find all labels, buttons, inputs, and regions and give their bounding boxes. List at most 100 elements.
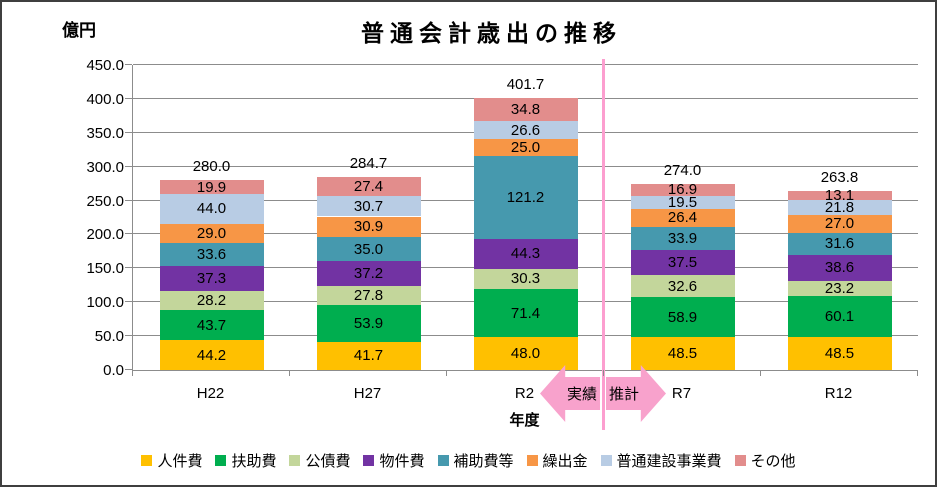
segment-value-label: 27.8 [353,287,384,305]
category-label: R12 [824,385,853,402]
segment-value-label: 31.6 [824,235,855,253]
x-axis-tick [446,370,447,376]
bar-segment: 27.8 [316,286,421,306]
y-tick-label: 400.0 [86,90,124,108]
bar-segment: 60.1 [787,296,892,338]
category-label: H22 [196,385,225,402]
x-axis-tick [132,370,133,376]
x-axis-tick [603,370,604,376]
bar-segment: 43.7 [159,310,264,341]
y-axis-tick [125,301,132,303]
segment-value-label: 44.3 [510,245,541,263]
segment-value-label: 48.5 [824,345,855,363]
x-axis-tick [289,370,290,376]
bar-segment: 38.6 [787,254,892,281]
bar-segment: 53.9 [316,305,421,342]
bar-segment: 26.6 [473,121,578,140]
category-label: R2 [514,385,535,402]
x-axis-tick [760,370,761,376]
bar-segment: 30.3 [473,268,578,290]
bar-segment: 48.0 [473,337,578,370]
bar-segment: 25.0 [473,139,578,157]
bar-segment: 26.4 [630,208,735,227]
bar-total-label: 401.7 [506,75,545,93]
segment-value-label: 37.2 [353,265,384,283]
bar-segment: 16.9 [630,181,735,199]
y-tick-label: 100.0 [86,294,124,312]
bar-total-label: 263.8 [820,169,859,187]
y-axis-tick [125,131,132,133]
plot-area: 44.2 43.7 28.2 37.3 33.6 29.0 44.0 19.9 280.0 41.… [132,64,918,371]
y-axis-unit-label: 億円 [62,21,96,40]
legend-label: その他 [750,453,796,470]
bar-segment: 44.0 [159,193,264,224]
bar-segment: 32.6 [630,275,735,298]
bar-segment: 19.9 [159,178,264,196]
segment-value-label: 21.8 [824,198,855,216]
segment-value-label: 26.6 [510,121,541,139]
chart-title: 普通会計歳出の推移 [361,20,622,46]
legend-label: 人件費 [157,453,203,470]
segment-value-label: 23.2 [824,280,855,298]
segment-value-label: 26.4 [667,209,698,227]
bar-segment: 21.8 [787,198,892,216]
bar-total-label: 280.0 [192,158,231,176]
segment-value-label: 41.7 [353,347,384,365]
category-label: H27 [353,385,382,402]
bar-total-label: 274.0 [663,162,702,180]
y-tick-label: 450.0 [86,57,124,74]
legend-swatch [526,455,538,466]
bar-segment: 34.8 [473,97,578,122]
bar-segment: 37.3 [159,266,264,292]
segment-value-label: 19.5 [667,193,698,211]
x-axis-title: 年度 [509,412,540,429]
segment-value-label: 32.6 [667,277,698,295]
legend-swatch [141,455,153,466]
y-axis-tick [125,64,132,65]
bar-segment: 19.5 [630,193,735,211]
segment-value-label: 25.0 [510,139,541,157]
gridline [133,64,918,65]
legend-item: 補助費等 [437,450,514,471]
bar-segment: 23.2 [787,280,892,298]
legend-swatch [437,455,449,466]
actual-arrow-label: 実績 [566,386,597,403]
segment-value-label: 38.6 [824,259,855,277]
bar-segment: 31.6 [787,233,892,255]
y-tick-label: 0.0 [103,362,124,379]
y-tick-label: 150.0 [86,260,124,278]
segment-value-label: 16.9 [667,181,698,199]
segment-value-label: 33.9 [667,229,698,247]
legend-label: 補助費等 [453,453,514,470]
segment-value-label: 19.9 [196,178,227,196]
segment-value-label: 27.4 [353,177,384,195]
segment-value-label: 30.3 [510,270,541,288]
legend-label: 物件費 [379,453,425,470]
segment-value-label: 37.5 [667,253,698,271]
segment-value-label: 43.7 [196,316,227,334]
segment-value-label: 44.0 [196,200,227,218]
bar-segment: 37.2 [316,261,421,287]
y-tick-label: 250.0 [86,192,124,210]
segment-value-label: 58.9 [667,308,698,326]
legend: 人件費 扶助費 公債費 物件費 補助費等 繰出金 普通建設事業費 その他 [2,450,935,471]
x-axis-tick [917,370,918,376]
bar-segment: 58.9 [630,297,735,338]
segment-value-label: 71.4 [510,304,541,322]
y-tick-label: 200.0 [86,226,124,244]
forecast-arrow-label: 推計 [609,386,640,403]
y-tick-label: 50.0 [94,328,124,346]
category-label: R7 [671,385,692,402]
y-axis-tick [125,233,132,235]
segment-value-label: 53.9 [353,314,384,332]
bar-segment: 48.5 [787,337,892,370]
y-axis-tick [125,267,132,269]
bar-segment: 44.2 [159,340,264,370]
legend-swatch [289,455,301,466]
legend-label: 繰出金 [542,453,588,470]
bar-segment: 121.2 [473,156,578,239]
forecast-divider-line [601,59,605,430]
segment-value-label: 44.2 [196,346,227,364]
bar-segment: 44.3 [473,238,578,269]
